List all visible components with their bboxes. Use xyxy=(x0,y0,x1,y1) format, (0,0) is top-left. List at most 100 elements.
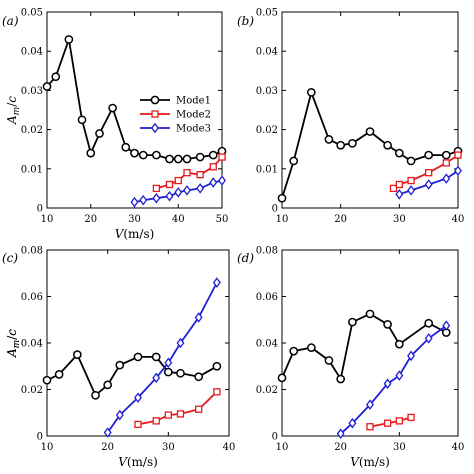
y-tick-label: 0.08 xyxy=(21,246,43,257)
data-point-mode3 xyxy=(115,409,124,421)
data-point-mode1 xyxy=(182,154,192,164)
series-line-mode1 xyxy=(281,89,459,199)
data-point-mode2 xyxy=(366,423,374,431)
data-point-mode3 xyxy=(194,312,203,323)
data-point-mode1 xyxy=(91,390,100,400)
data-point-mode3 xyxy=(130,196,139,208)
data-point-mode1 xyxy=(348,317,357,327)
data-point-mode1 xyxy=(383,140,392,150)
data-point-mode1 xyxy=(324,356,334,365)
data-point-mode3 xyxy=(134,392,142,403)
data-point-mode1 xyxy=(277,373,287,383)
series-line-mode3 xyxy=(106,282,218,434)
data-point-mode3 xyxy=(164,357,173,369)
y-tick-label: 0.08 xyxy=(256,246,278,257)
x-axis-label: V(m/s) xyxy=(115,227,155,241)
data-point-mode1 xyxy=(130,148,139,158)
data-point-mode2 xyxy=(174,176,182,185)
data-point-mode1 xyxy=(165,154,174,164)
y-tick-label: 0.01 xyxy=(256,164,278,175)
data-point-mode3 xyxy=(407,350,416,362)
data-point-mode1 xyxy=(194,372,204,382)
data-point-mode1 xyxy=(289,346,299,356)
y-tick-label: 0 xyxy=(37,432,43,443)
data-point-mode1 xyxy=(195,152,205,162)
x-tick-label: 10 xyxy=(41,442,54,453)
data-point-mode3 xyxy=(103,427,112,438)
data-point-mode1 xyxy=(441,150,451,160)
panel-label: (c) xyxy=(2,251,18,265)
data-point-mode2 xyxy=(183,169,191,177)
data-point-mode1 xyxy=(95,129,104,138)
data-point-mode3 xyxy=(454,165,462,177)
data-point-mode2 xyxy=(152,184,161,193)
data-point-mode3 xyxy=(196,183,205,194)
data-point-mode3 xyxy=(442,173,451,184)
x-tick-label: 10 xyxy=(276,442,289,453)
data-point-mode1 xyxy=(108,103,117,113)
data-point-mode3 xyxy=(176,337,185,349)
panel-0: 10 20 30 40 50 0 0.01 0.02 0.03 0.04 0.05(a) V(m/s)… xyxy=(2,8,228,242)
data-point-mode1 xyxy=(424,150,434,160)
x-tick-label: 20 xyxy=(334,214,347,225)
x-tick-label: 40 xyxy=(452,442,465,453)
y-tick-label: 0.04 xyxy=(256,339,278,350)
data-point-mode1 xyxy=(103,380,113,390)
data-point-mode1 xyxy=(173,154,183,164)
x-tick-label: 30 xyxy=(128,214,141,225)
y-tick-label: 0.02 xyxy=(21,385,43,396)
x-axis-label: V(m/s) xyxy=(118,455,158,469)
x-tick-label: 20 xyxy=(334,442,347,453)
y-tick-label: 0.03 xyxy=(21,86,43,97)
x-tick-label: 20 xyxy=(101,442,114,453)
y-tick-label: 0.02 xyxy=(256,385,278,396)
data-point-mode1 xyxy=(212,361,222,371)
data-point-mode1 xyxy=(54,370,64,379)
x-tick-label: 30 xyxy=(393,442,406,453)
data-point-mode1 xyxy=(306,343,316,352)
y-tick-label: 0.04 xyxy=(256,47,278,58)
x-tick-label: 10 xyxy=(276,214,289,225)
data-point-mode2 xyxy=(395,417,403,425)
data-point-mode1 xyxy=(394,339,404,349)
data-point-mode1 xyxy=(115,360,125,370)
y-tick-label: 0.03 xyxy=(256,86,278,97)
data-point-mode2 xyxy=(196,171,204,179)
legend-label-mode2: Mode2 xyxy=(176,110,211,121)
y-tick-label: 0.02 xyxy=(256,125,278,136)
data-point-mode2 xyxy=(176,410,185,418)
y-tick-label: 0 xyxy=(272,204,278,215)
legend-marker-mode2 xyxy=(151,110,159,118)
plot-frame xyxy=(281,11,459,209)
data-point-mode1 xyxy=(138,150,148,160)
data-point-mode1 xyxy=(176,368,185,378)
data-point-mode1 xyxy=(152,150,161,160)
x-tick-label: 30 xyxy=(162,442,175,453)
data-point-mode2 xyxy=(164,411,172,419)
data-point-mode2 xyxy=(395,180,403,189)
data-point-mode2 xyxy=(425,169,433,177)
legend: Mode1 Mode2 Mode3 xyxy=(140,96,211,135)
data-point-mode1 xyxy=(324,135,334,144)
legend-label-mode3: Mode3 xyxy=(176,124,211,135)
legend-marker-mode3 xyxy=(151,122,159,134)
data-point-mode3 xyxy=(348,417,357,429)
legend-marker-mode1 xyxy=(150,95,160,105)
data-point-mode1 xyxy=(406,156,416,166)
data-point-mode1 xyxy=(77,115,87,125)
x-tick-label: 20 xyxy=(84,214,97,225)
data-point-mode1 xyxy=(424,318,434,328)
y-tick-label: 0.04 xyxy=(21,47,43,58)
data-point-mode1 xyxy=(208,150,218,160)
y-axis-label: Am/c xyxy=(5,96,22,125)
data-point-mode3 xyxy=(152,192,161,204)
data-point-mode1 xyxy=(365,127,375,136)
data-point-mode1 xyxy=(151,352,161,362)
data-point-mode3 xyxy=(209,177,218,188)
data-point-mode2 xyxy=(152,417,160,425)
data-point-mode3 xyxy=(174,187,183,198)
y-tick-label: 0 xyxy=(272,432,278,443)
data-point-mode1 xyxy=(133,352,143,362)
data-point-mode1 xyxy=(163,367,173,377)
